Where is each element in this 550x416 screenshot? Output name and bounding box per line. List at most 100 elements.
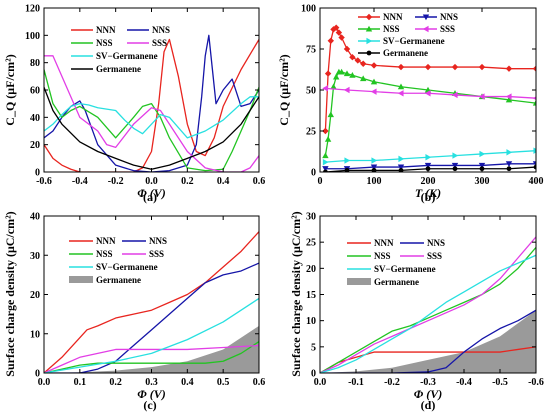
panel-label: (a) — [143, 190, 157, 204]
legend-label: SSS — [149, 249, 164, 259]
y-tick-label: 30 — [30, 251, 40, 262]
x-tick-label: -0.1 — [348, 377, 364, 388]
legend-label: NSS — [96, 249, 113, 259]
legend-item: SSS — [415, 24, 455, 34]
x-tick-label: 0.6 — [253, 377, 266, 388]
legend-label: SSS — [152, 38, 167, 48]
legend-label: Germanene — [374, 277, 419, 287]
y-axis-label: Surface charge density (μC/cm²) — [289, 211, 303, 376]
legend-item: SV−Germanene — [71, 51, 158, 61]
x-tick-label: 0.5 — [217, 377, 230, 388]
y-tick-label: 0 — [35, 369, 40, 380]
diamond-marker — [451, 63, 459, 71]
legend-label: SSS — [440, 24, 455, 34]
legend-item: NNS — [400, 238, 445, 248]
diamond-marker — [397, 63, 405, 71]
legend-item: NSS — [69, 249, 113, 259]
triangle-down-marker — [397, 164, 405, 171]
legend-item: NSS — [71, 38, 113, 48]
y-tick-label: 0 — [35, 168, 40, 179]
triangle-left-marker — [422, 25, 429, 33]
triangle-right-marker — [479, 150, 486, 158]
triangle-left-marker — [505, 93, 512, 100]
circle-marker — [366, 50, 372, 56]
panel-label: (b) — [421, 190, 436, 204]
series-germanene-area — [320, 310, 536, 373]
plot-area — [322, 24, 536, 172]
legend-label: NNN — [383, 12, 403, 22]
x-axis-label: Φ (V) — [137, 186, 165, 200]
triangle-left-marker — [478, 93, 485, 100]
series-germanene-area — [44, 325, 259, 373]
legend-label: SV−Germanene — [96, 51, 158, 61]
x-tick-label: 0.0 — [145, 176, 158, 187]
triangle-right-marker — [452, 152, 459, 159]
x-tick-label: 0.1 — [74, 377, 87, 388]
y-tick-label: 30 — [306, 212, 316, 223]
triangle-down-marker — [422, 14, 430, 21]
triangle-up-marker — [370, 78, 378, 85]
legend-item: SV−Germanene — [347, 264, 436, 274]
diamond-marker — [335, 29, 343, 36]
legend-item: SSS — [127, 38, 167, 48]
legend-item: NNN — [358, 12, 403, 22]
triangle-right-marker — [322, 158, 329, 166]
triangle-up-marker — [327, 111, 334, 118]
diamond-marker — [360, 60, 367, 67]
legend-swatch — [347, 278, 371, 285]
diamond-marker — [324, 70, 332, 77]
triangle-up-marker — [333, 73, 340, 80]
legend-item: SV−Germanene — [69, 262, 158, 272]
x-tick-label: 0.2 — [109, 377, 122, 388]
series-nss-line — [44, 69, 259, 172]
y-tick-label: 80 — [30, 58, 40, 69]
triangle-left-marker — [370, 88, 377, 95]
series-nss-line — [324, 71, 536, 156]
triangle-up-marker — [330, 83, 337, 90]
x-tick-label: -0.2 — [384, 377, 400, 388]
triangle-down-marker — [424, 162, 432, 169]
legend-item: Germanene — [71, 64, 141, 74]
legend-label: NNN — [96, 236, 116, 246]
diamond-marker — [338, 34, 345, 41]
y-axis-label: C_Q (μF/cm²) — [277, 54, 291, 125]
triangle-left-marker — [424, 90, 431, 97]
x-axis-label: T (K) — [415, 186, 441, 200]
x-tick-label: -0.3 — [420, 377, 436, 388]
circle-marker — [452, 166, 458, 172]
legend-label: SV−Germanene — [374, 264, 436, 274]
series-nns-line — [320, 309, 536, 373]
x-tick-label: 0.4 — [217, 176, 230, 187]
circle-marker — [533, 164, 536, 170]
x-tick-label: 400 — [529, 176, 544, 187]
diamond-marker — [343, 45, 351, 53]
legend-label: NNS — [152, 25, 170, 35]
panel-d: 0.0 -0.1 -0.2 -0.3 -0.4 -0.5 -0.6 0 5 10 15 20 25 30 Φ… — [289, 211, 544, 412]
triangle-left-marker — [343, 86, 350, 94]
panel-label: (c) — [143, 398, 156, 412]
y-tick-label: 120 — [25, 4, 40, 15]
circle-marker — [398, 167, 404, 172]
legend-label: NSS — [374, 251, 391, 261]
y-tick-label: 20 — [306, 264, 316, 275]
legend-label: SV−Germanene — [96, 262, 158, 272]
circle-marker — [506, 166, 512, 172]
y-axis-label: Surface charge density (μC/cm²) — [3, 211, 17, 376]
series-nns-line — [44, 34, 259, 172]
legend-label: Germanene — [96, 64, 141, 74]
x-tick-label: 0.2 — [181, 176, 194, 187]
diamond-marker — [424, 63, 432, 71]
legend-label: NNS — [427, 238, 445, 248]
legend-item: Germanene — [347, 277, 419, 287]
triangle-up-marker — [360, 75, 367, 82]
triangle-right-marker — [398, 155, 405, 163]
triangle-left-marker — [532, 96, 536, 100]
x-tick-label: 0.3 — [145, 377, 158, 388]
triangle-right-marker — [371, 157, 378, 164]
y-tick-label: 100 — [301, 4, 316, 15]
triangle-down-marker — [505, 161, 513, 167]
legend-label: NSS — [383, 24, 400, 34]
triangle-up-marker — [322, 152, 329, 159]
legend-item: NNS — [122, 236, 167, 246]
y-tick-label: 20 — [30, 290, 40, 301]
